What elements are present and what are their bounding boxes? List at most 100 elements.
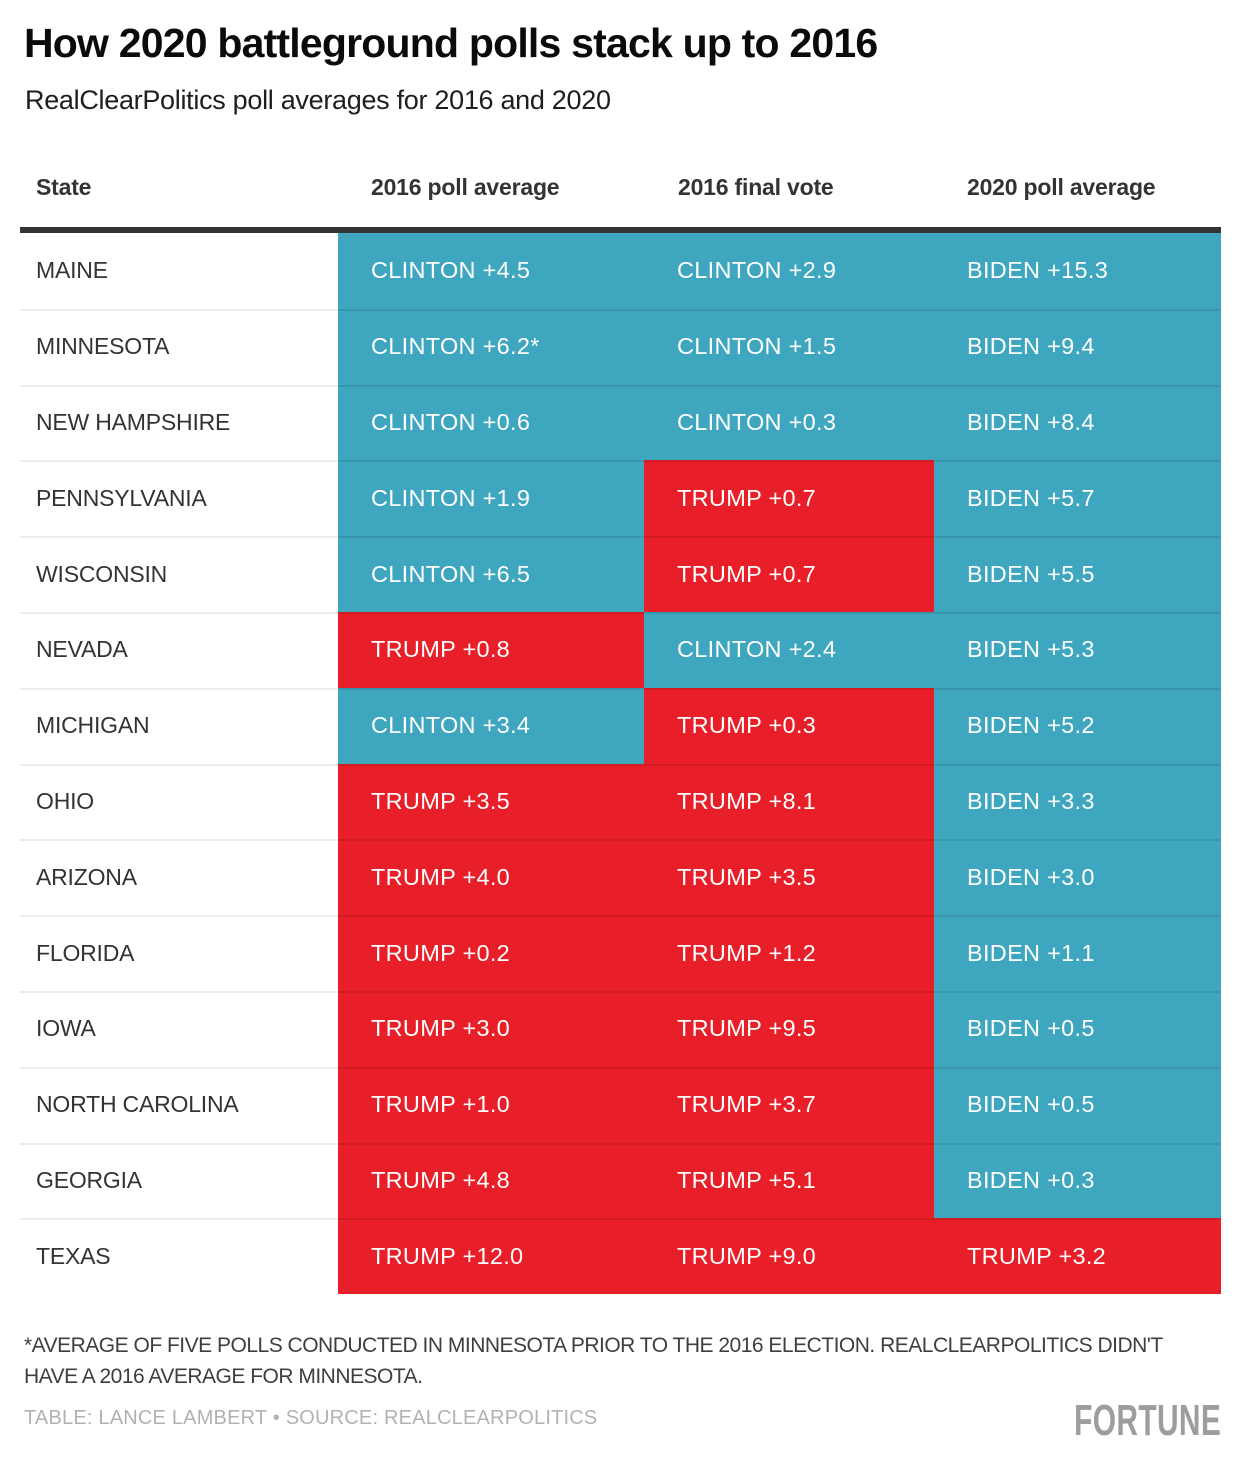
cell-value: TRUMP +4.8	[371, 1166, 511, 1193]
cell-value: BIDEN +0.5	[967, 1015, 1095, 1042]
cell-value: BIDEN +1.1	[967, 939, 1095, 966]
cell-value: CLINTON +3.4	[371, 712, 531, 739]
cell-2016-final-vote: CLINTON +2.9	[644, 233, 934, 309]
cell-value: CLINTON +2.9	[677, 257, 837, 284]
source-credit: TABLE: LANCE LAMBERT • SOURCE: REALCLEAR…	[24, 1407, 598, 1429]
cell-2016-poll-average: CLINTON +6.2*	[338, 308, 644, 385]
state-label: NEVADA	[36, 636, 128, 663]
cell-value: TRUMP +9.0	[677, 1242, 817, 1269]
cell-value: TRUMP +3.5	[677, 863, 817, 890]
cell-2016-final-vote: CLINTON +2.4	[644, 611, 934, 688]
table-body: MAINE CLINTON +4.5 CLINTON +2.9 BIDEN +1…	[20, 233, 1221, 1295]
cell-value: TRUMP +0.7	[677, 484, 817, 511]
cell-2020-poll-average: TRUMP +3.2	[934, 1218, 1221, 1295]
table-row: ARIZONA TRUMP +4.0 TRUMP +3.5 BIDEN +3.0	[20, 839, 1221, 916]
table-row: OHIO TRUMP +3.5 TRUMP +8.1 BIDEN +3.3	[20, 763, 1221, 840]
cell-2016-final-vote: TRUMP +9.0	[644, 1218, 934, 1295]
cell-value: TRUMP +3.7	[677, 1091, 817, 1118]
cell-2020-poll-average: BIDEN +5.3	[934, 611, 1221, 688]
state-cell: MICHIGAN	[20, 687, 338, 764]
state-cell: ARIZONA	[20, 839, 338, 916]
state-cell: FLORIDA	[20, 915, 338, 991]
cell-value: BIDEN +5.3	[967, 636, 1095, 663]
state-label: MAINE	[36, 257, 108, 284]
column-header-2020-poll-average: 2020 poll average	[967, 174, 1156, 200]
cell-2020-poll-average: BIDEN +0.5	[934, 990, 1221, 1067]
state-label: OHIO	[36, 787, 94, 814]
cell-value: BIDEN +0.5	[967, 1091, 1095, 1118]
state-cell: IOWA	[20, 990, 338, 1067]
cell-2016-final-vote: CLINTON +1.5	[644, 308, 934, 385]
cell-2016-final-vote: TRUMP +0.3	[644, 687, 934, 764]
cell-2016-poll-average: TRUMP +3.5	[338, 763, 644, 840]
cell-2016-poll-average: TRUMP +12.0	[338, 1218, 644, 1295]
cell-2016-poll-average: CLINTON +0.6	[338, 384, 644, 461]
cell-2016-poll-average: CLINTON +6.5	[338, 536, 644, 612]
cell-2020-poll-average: BIDEN +1.1	[934, 915, 1221, 991]
table-row: PENNSYLVANIA CLINTON +1.9 TRUMP +0.7 BID…	[20, 460, 1221, 537]
cell-value: TRUMP +8.1	[677, 787, 817, 814]
table-row: TEXAS TRUMP +12.0 TRUMP +9.0 TRUMP +3.2	[20, 1218, 1221, 1295]
cell-2016-poll-average: CLINTON +3.4	[338, 687, 644, 764]
cell-value: TRUMP +1.2	[677, 939, 817, 966]
cell-2016-poll-average: TRUMP +1.0	[338, 1066, 644, 1143]
cell-2016-poll-average: TRUMP +3.0	[338, 990, 644, 1067]
cell-value: TRUMP +9.5	[677, 1015, 817, 1042]
cell-value: TRUMP +0.7	[677, 560, 817, 587]
cell-2020-poll-average: BIDEN +5.2	[934, 687, 1221, 764]
state-cell: GEORGIA	[20, 1142, 338, 1219]
state-cell: NEW HAMPSHIRE	[20, 384, 338, 461]
footnote: *AVERAGE OF FIVE POLLS CONDUCTED IN MINN…	[24, 1334, 1163, 1388]
table-row: NORTH CAROLINA TRUMP +1.0 TRUMP +3.7 BID…	[20, 1066, 1221, 1143]
cell-value: BIDEN +8.4	[967, 408, 1095, 435]
state-label: MICHIGAN	[36, 712, 150, 739]
table-row: GEORGIA TRUMP +4.8 TRUMP +5.1 BIDEN +0.3	[20, 1142, 1221, 1219]
cell-value: TRUMP +0.8	[371, 636, 511, 663]
column-header-2016-final-vote: 2016 final vote	[678, 174, 834, 200]
cell-value: BIDEN +5.5	[967, 560, 1095, 587]
state-cell: TEXAS	[20, 1218, 338, 1295]
state-label: NORTH CAROLINA	[36, 1091, 239, 1118]
cell-2016-poll-average: TRUMP +4.0	[338, 839, 644, 916]
page-title: How 2020 battleground polls stack up to …	[24, 20, 878, 66]
cell-value: BIDEN +3.3	[967, 787, 1095, 814]
cell-2020-poll-average: BIDEN +5.7	[934, 460, 1221, 537]
cell-2020-poll-average: BIDEN +0.3	[934, 1142, 1221, 1219]
cell-value: TRUMP +5.1	[677, 1166, 817, 1193]
state-label: WISCONSIN	[36, 560, 168, 587]
cell-2016-final-vote: TRUMP +9.5	[644, 990, 934, 1067]
cell-value: CLINTON +6.5	[371, 560, 531, 587]
state-cell: MINNESOTA	[20, 308, 338, 385]
cell-2016-final-vote: TRUMP +8.1	[644, 763, 934, 840]
state-cell: PENNSYLVANIA	[20, 460, 338, 537]
cell-value: TRUMP +3.2	[967, 1242, 1107, 1269]
cell-value: BIDEN +5.7	[967, 484, 1095, 511]
cell-2016-final-vote: CLINTON +0.3	[644, 384, 934, 461]
table-row: MICHIGAN CLINTON +3.4 TRUMP +0.3 BIDEN +…	[20, 687, 1221, 764]
cell-2016-poll-average: TRUMP +0.2	[338, 915, 644, 991]
cell-value: TRUMP +4.0	[371, 863, 511, 890]
cell-2016-final-vote: TRUMP +1.2	[644, 915, 934, 991]
cell-2016-final-vote: TRUMP +3.5	[644, 839, 934, 916]
cell-2020-poll-average: BIDEN +9.4	[934, 308, 1221, 385]
state-label: GEORGIA	[36, 1166, 142, 1193]
state-label: PENNSYLVANIA	[36, 484, 207, 511]
cell-value: TRUMP +0.3	[677, 712, 817, 739]
page-subtitle: RealClearPolitics poll averages for 2016…	[25, 85, 611, 115]
state-label: NEW HAMPSHIRE	[36, 408, 231, 435]
header-rule	[20, 227, 1221, 233]
state-cell: OHIO	[20, 763, 338, 840]
cell-value: BIDEN +5.2	[967, 712, 1095, 739]
cell-value: CLINTON +2.4	[677, 636, 837, 663]
state-label: FLORIDA	[36, 939, 135, 966]
cell-2020-poll-average: BIDEN +3.3	[934, 763, 1221, 840]
table-row: MAINE CLINTON +4.5 CLINTON +2.9 BIDEN +1…	[20, 233, 1221, 309]
state-label: ARIZONA	[36, 863, 137, 890]
cell-value: CLINTON +1.5	[677, 333, 837, 360]
cell-value: TRUMP +0.2	[371, 939, 511, 966]
cell-2016-final-vote: TRUMP +0.7	[644, 536, 934, 612]
cell-2020-poll-average: BIDEN +3.0	[934, 839, 1221, 916]
cell-2016-poll-average: TRUMP +0.8	[338, 611, 644, 688]
state-cell: NEVADA	[20, 611, 338, 688]
poll-table: MAINE CLINTON +4.5 CLINTON +2.9 BIDEN +1…	[20, 227, 1221, 1295]
